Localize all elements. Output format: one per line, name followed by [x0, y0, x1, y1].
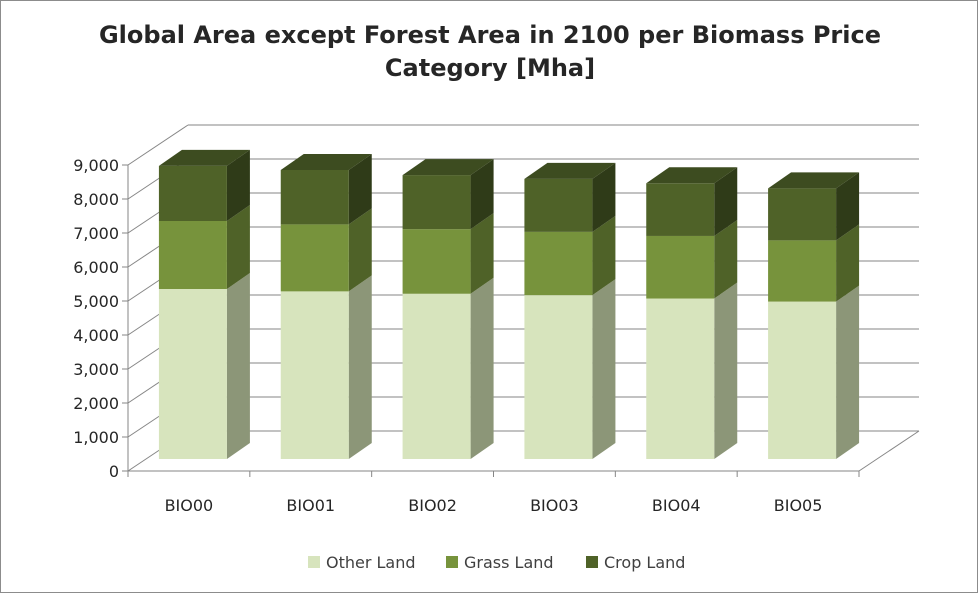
legend-label-grass-land: Grass Land [464, 553, 554, 572]
y-tick-label-2: 2,000 [73, 394, 119, 413]
bar-side-bio03-other-land [592, 279, 616, 459]
bar-side-bio01-other-land [348, 275, 372, 459]
y-tick-label-8: 8,000 [73, 190, 119, 209]
bar-top-bio04 [646, 167, 738, 184]
chart-title: Global Area except Forest Area in 2100 p… [1, 19, 977, 85]
x-tick-label-bio05: BIO05 [774, 496, 823, 515]
bar-side-bio04-crop-land [714, 167, 738, 236]
bar-side-bio01-grass-land [348, 208, 372, 292]
legend-label-other-land: Other Land [326, 553, 416, 572]
legend-swatch-other-land [308, 556, 320, 568]
floor-right-edge [858, 430, 920, 472]
y-tick-label-0: 0 [109, 462, 119, 481]
bar-bio04-crop-land [646, 183, 715, 236]
y-tick-label-6: 6,000 [73, 258, 119, 277]
x-tick-label-bio03: BIO03 [530, 496, 579, 515]
grid-diagonal-9000 [127, 124, 189, 166]
chart-title-line-1: Global Area except Forest Area in 2100 p… [98, 21, 881, 49]
bar-bio03-grass-land [524, 231, 593, 296]
bar-top-bio03 [524, 162, 616, 179]
x-tick-label-bio00: BIO00 [165, 496, 214, 515]
bar-side-bio03-crop-land [592, 162, 616, 232]
bar-bio00-other-land [158, 289, 227, 459]
bar-bio02-grass-land [402, 229, 471, 294]
bar-bio02-other-land [402, 293, 471, 459]
bar-bio01-crop-land [280, 170, 349, 225]
bar-side-bio02-crop-land [470, 159, 494, 230]
y-tick-label-5: 5,000 [73, 292, 119, 311]
x-tick-label-bio02: BIO02 [408, 496, 457, 515]
bar-bio03-crop-land [524, 178, 593, 232]
bar-bio02-crop-land [402, 175, 471, 230]
bar-bio00-grass-land [158, 221, 227, 289]
bar-top-bio05 [768, 172, 860, 189]
bar-bio03-other-land [524, 295, 593, 459]
bar-side-bio02-other-land [470, 277, 494, 459]
bar-bio00-crop-land [158, 165, 227, 221]
bar-side-bio05-grass-land [836, 224, 860, 302]
bar-side-bio05-other-land [836, 285, 860, 459]
y-tick-label-9: 9,000 [73, 156, 119, 175]
chart-title-line-2: Category [Mha] [384, 54, 596, 82]
bar-bio05-crop-land [768, 188, 837, 241]
bar-bio01-other-land [280, 291, 349, 459]
y-tick-label-1: 1,000 [73, 428, 119, 447]
x-tick-label-bio01: BIO01 [286, 496, 335, 515]
bar-bio05-other-land [768, 301, 837, 459]
x-tick-label-bio04: BIO04 [652, 496, 701, 515]
bar-side-bio00-other-land [226, 273, 250, 459]
bar-side-bio01-crop-land [348, 154, 372, 225]
bar-side-bio02-grass-land [470, 213, 494, 294]
bar-bio01-grass-land [280, 224, 349, 292]
y-tick-label-7: 7,000 [73, 224, 119, 243]
bar-top-bio02 [402, 159, 494, 176]
bar-bio05-grass-land [768, 240, 837, 302]
legend-label-crop-land: Crop Land [604, 553, 685, 572]
bar-side-bio00-grass-land [226, 205, 250, 289]
bar-top-bio00 [158, 149, 250, 166]
legend-swatch-crop-land [586, 556, 598, 568]
y-tick-label-4: 4,000 [73, 326, 119, 345]
y-tick-label-3: 3,000 [73, 360, 119, 379]
bar-bio04-other-land [646, 298, 715, 459]
bar-top-bio01 [280, 154, 372, 170]
bar-side-bio00-crop-land [226, 149, 250, 221]
bar-side-bio04-other-land [714, 282, 738, 459]
bar-side-bio03-grass-land [592, 215, 616, 296]
bar-bio04-grass-land [646, 235, 715, 299]
bar-side-bio05-crop-land [836, 172, 860, 241]
legend-swatch-grass-land [446, 556, 458, 568]
bar-side-bio04-grass-land [714, 219, 738, 299]
